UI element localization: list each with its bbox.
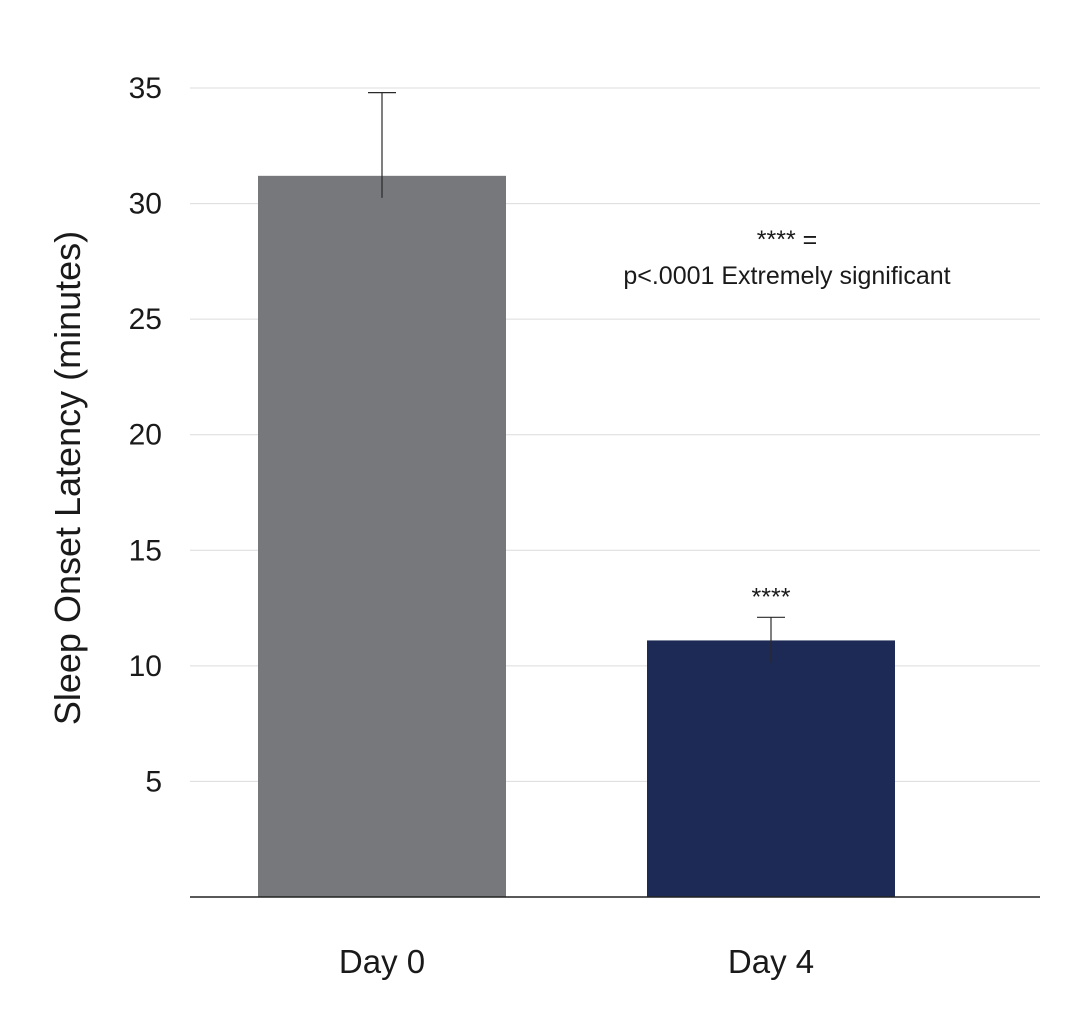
y-tick-label: 35 bbox=[129, 72, 162, 105]
significance-legend-text: p<.0001 Extremely significant bbox=[623, 262, 950, 290]
y-tick-label: 15 bbox=[129, 534, 162, 567]
y-tick-label: 30 bbox=[129, 188, 162, 221]
bar-day-4 bbox=[647, 640, 895, 897]
y-tick-label: 5 bbox=[145, 765, 162, 798]
y-tick-label: 20 bbox=[129, 419, 162, 452]
y-tick-label: 25 bbox=[129, 303, 162, 336]
y-axis-title: Sleep Onset Latency (minutes) bbox=[47, 231, 88, 725]
significance-legend-symbol: **** = bbox=[757, 226, 817, 254]
labels: 5 10 15 20 25 30 35 Day 0 Day 4 **** bbox=[129, 72, 814, 980]
bars bbox=[258, 175, 895, 897]
x-category-label: Day 0 bbox=[339, 943, 425, 980]
y-tick-label: 10 bbox=[129, 650, 162, 683]
significance-marker: **** bbox=[752, 583, 791, 611]
x-category-label: Day 4 bbox=[728, 943, 814, 980]
bar-day-0 bbox=[258, 175, 506, 897]
error-bars bbox=[368, 92, 785, 663]
